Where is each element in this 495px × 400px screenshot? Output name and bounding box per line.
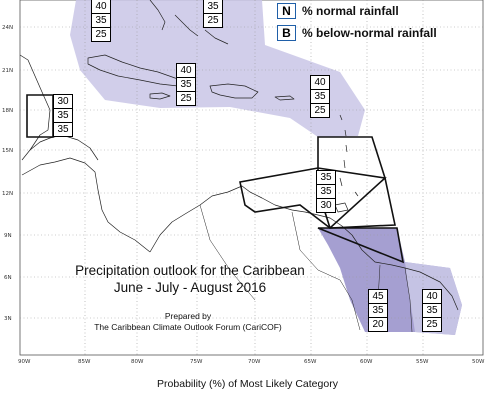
lat-label: 9N — [4, 233, 12, 239]
lat-label: 12N — [2, 191, 13, 197]
probability-box: 40 35 25 — [176, 63, 196, 106]
legend-key: B — [277, 25, 296, 41]
lon-label: 80W — [131, 359, 144, 365]
legend-item-below-normal: B % below-normal rainfall — [277, 22, 483, 44]
lat-label: 6N — [4, 275, 12, 281]
probability-value: 25 — [180, 93, 192, 104]
probability-value: 30 — [320, 200, 332, 211]
lat-label: 15N — [2, 148, 13, 154]
probability-value: 40 — [423, 290, 441, 304]
prepared-by: Prepared by The Caribbean Climate Outloo… — [68, 311, 308, 333]
title-line-1: Precipitation outlook for the Caribbean — [75, 263, 305, 278]
probability-value: 45 — [369, 290, 387, 304]
probability-value: 25 — [95, 29, 107, 40]
prepared-line-2: The Caribbean Climate Outlook Forum (Car… — [94, 322, 282, 332]
lat-label: 3N — [4, 316, 12, 322]
lat-label: 24N — [2, 25, 13, 31]
probability-value: 35 — [57, 124, 69, 135]
probability-value: 20 — [372, 319, 384, 330]
probability-value: 35 — [369, 304, 387, 318]
prepared-line-1: Prepared by — [164, 311, 212, 321]
probability-value: 35 — [311, 90, 329, 104]
probability-value: 40 — [92, 0, 110, 14]
region-bahamas-antilles — [70, 0, 365, 137]
map-caption: Probability (%) of Most Likely Category — [157, 378, 338, 390]
probability-box: 35 35 30 — [316, 170, 336, 213]
probability-value: 35 — [92, 14, 110, 28]
probability-box: 40 35 25 — [91, 0, 111, 42]
legend-label: % below-normal rainfall — [302, 26, 437, 40]
legend-key: N — [277, 3, 296, 19]
probability-value: 35 — [54, 109, 72, 123]
probability-box: 40 35 25 — [422, 289, 442, 332]
lon-axis: 90W 85W 80W 75W 70W 65W 60W 55W 50W — [18, 359, 485, 365]
probability-value: 35 — [317, 185, 335, 199]
lon-label: 70W — [248, 359, 261, 365]
legend-item-normal: N % normal rainfall — [277, 0, 483, 22]
probability-value: 35 — [423, 304, 441, 318]
probability-box: 35 25 — [203, 0, 223, 28]
lon-label: 90W — [18, 359, 31, 365]
probability-value: 25 — [426, 319, 438, 330]
lon-label: 50W — [472, 359, 485, 365]
probability-value: 30 — [54, 95, 72, 109]
probability-box: 45 35 20 — [368, 289, 388, 332]
lat-axis: 24N 21N 18N 15N 12N 9N 6N 3N — [2, 25, 13, 322]
lon-label: 55W — [416, 359, 429, 365]
lon-label: 65W — [304, 359, 317, 365]
title-line-2: June - July - August 2016 — [113, 280, 267, 295]
probability-value: 40 — [311, 76, 329, 90]
lat-label: 21N — [2, 68, 13, 74]
lon-label: 75W — [190, 359, 203, 365]
probability-box: 30 35 35 — [53, 94, 73, 137]
probability-value: 25 — [314, 105, 326, 116]
lon-label: 60W — [360, 359, 373, 365]
probability-value: 35 — [204, 0, 222, 14]
lon-label: 85W — [78, 359, 91, 365]
probability-box: 40 35 25 — [310, 75, 330, 118]
probability-value: 25 — [207, 15, 219, 26]
legend: N % normal rainfall B % below-normal rai… — [277, 0, 483, 44]
lat-label: 18N — [2, 108, 13, 114]
map-title: Precipitation outlook for the Caribbean … — [45, 262, 335, 296]
probability-value: 40 — [177, 64, 195, 78]
probability-value: 35 — [177, 78, 195, 92]
probability-value: 35 — [317, 171, 335, 185]
legend-label: % normal rainfall — [302, 4, 399, 18]
